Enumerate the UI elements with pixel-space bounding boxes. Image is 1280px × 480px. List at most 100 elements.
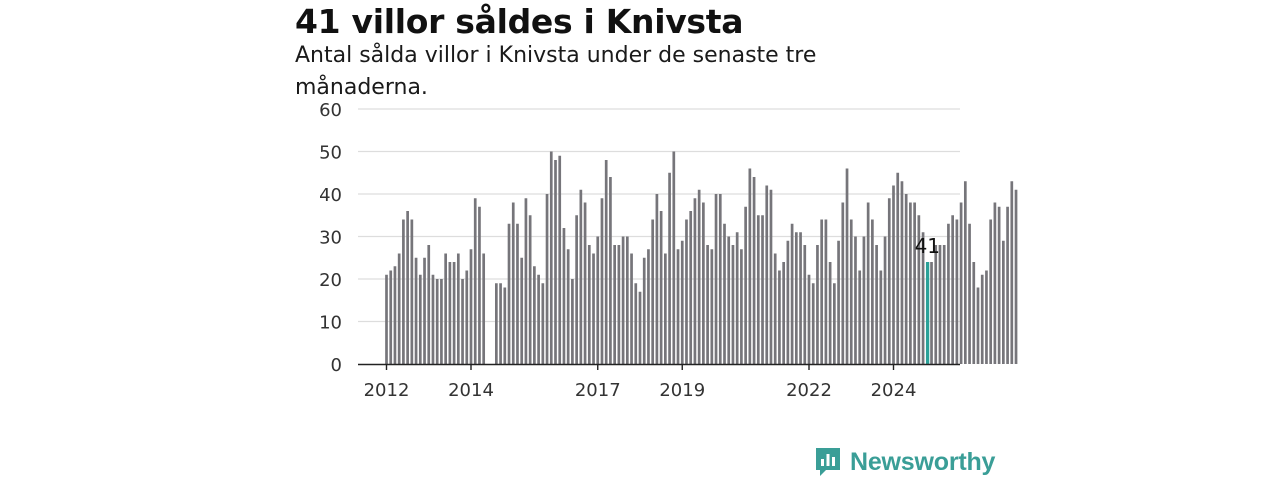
bar — [976, 287, 980, 364]
bar — [499, 283, 502, 364]
bar — [731, 245, 735, 364]
bar — [837, 240, 840, 364]
bar — [638, 291, 642, 364]
bar — [554, 160, 557, 364]
bar — [600, 198, 604, 364]
bar — [621, 236, 625, 364]
bar — [461, 279, 464, 364]
bar — [668, 172, 671, 364]
bar — [799, 232, 802, 364]
bar — [900, 181, 904, 364]
newsworthy-logo[interactable]: Newsworthy — [814, 446, 995, 478]
bar — [609, 177, 612, 364]
bar — [385, 274, 388, 364]
bar — [803, 245, 807, 364]
bar — [820, 219, 824, 364]
bar — [714, 194, 718, 364]
bar — [756, 215, 760, 364]
bar — [431, 274, 435, 364]
bar — [765, 185, 769, 364]
x-tick-label: 2014 — [448, 380, 494, 401]
bar — [790, 223, 794, 364]
bar — [769, 189, 773, 364]
y-tick-label: 40 — [319, 185, 342, 206]
bar — [727, 236, 731, 364]
bar — [909, 202, 912, 364]
bar — [858, 270, 862, 364]
bar — [393, 266, 397, 364]
bar — [664, 253, 667, 364]
bar — [533, 266, 536, 364]
bar — [676, 249, 680, 364]
gridlines — [358, 108, 960, 323]
bar — [773, 253, 777, 364]
bar — [427, 245, 431, 364]
chart-title: 41 villor såldes i Knivsta — [295, 2, 744, 41]
bar — [495, 283, 498, 364]
labels: 0 10 20 30 40 50 60 2012 2014 2017 2019 2022 2024 41 — [319, 100, 940, 401]
bar — [710, 249, 714, 364]
bar — [478, 206, 481, 364]
bar — [680, 240, 684, 364]
bar — [482, 253, 486, 364]
bar — [896, 172, 900, 364]
bar — [469, 249, 473, 364]
bar — [571, 279, 574, 364]
bar — [811, 283, 815, 364]
bar — [642, 257, 646, 364]
bar — [740, 249, 743, 364]
bar — [435, 279, 439, 364]
chart-subtitle: Antal sålda villor i Knivsta under de se… — [295, 43, 817, 100]
bar — [947, 223, 950, 364]
bar — [752, 177, 756, 364]
bar — [1010, 181, 1014, 364]
bar — [892, 185, 895, 364]
x-tick-label: 2017 — [575, 380, 621, 401]
bar — [917, 215, 921, 364]
bar — [503, 287, 507, 364]
bar — [1014, 189, 1018, 364]
bar — [592, 253, 595, 364]
bar — [845, 168, 849, 364]
bar — [786, 240, 790, 364]
bar — [440, 279, 443, 364]
bar — [634, 283, 638, 364]
axes — [358, 363, 960, 370]
bar — [587, 245, 591, 364]
bar — [562, 228, 566, 364]
newsworthy-logo-icon — [816, 448, 840, 476]
bar — [942, 245, 946, 364]
bar — [904, 194, 908, 364]
bar — [849, 219, 853, 364]
bar — [1006, 206, 1009, 364]
bar — [921, 232, 925, 364]
bar — [613, 245, 616, 364]
x-tick-label: 2012 — [364, 380, 410, 401]
y-tick-label: 50 — [319, 143, 342, 164]
bar — [778, 270, 781, 364]
bar — [511, 202, 515, 364]
bar — [794, 232, 798, 364]
bar — [744, 206, 747, 364]
bar — [596, 236, 600, 364]
bar — [938, 245, 942, 364]
bar — [833, 283, 836, 364]
bar — [659, 211, 663, 364]
bar — [997, 206, 1001, 364]
bar — [972, 262, 976, 364]
bar — [828, 262, 832, 364]
bar — [575, 215, 578, 364]
bar — [520, 257, 524, 364]
bar — [630, 253, 633, 364]
bar — [625, 236, 629, 364]
bar — [541, 283, 545, 364]
bar — [980, 274, 984, 364]
y-tick-label: 20 — [319, 270, 342, 291]
bar — [448, 262, 452, 364]
bar — [841, 202, 845, 364]
bar — [930, 262, 933, 364]
y-tick-label: 30 — [319, 228, 342, 249]
bar — [718, 194, 722, 364]
bar — [604, 160, 608, 364]
bar — [702, 202, 705, 364]
